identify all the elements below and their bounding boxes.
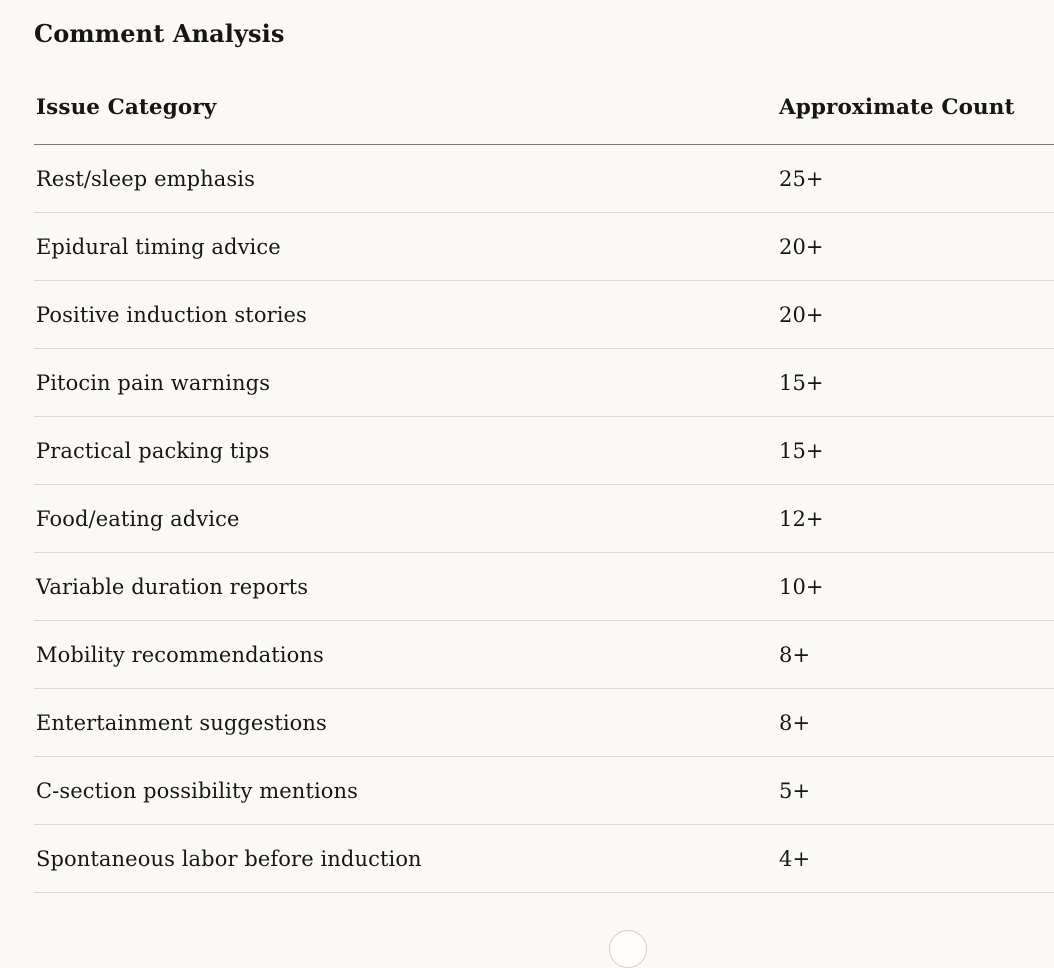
approximate-count-cell: 15+ — [777, 416, 1054, 485]
approximate-count-cell: 10+ — [777, 552, 1054, 621]
table-row: Mobility recommendations 8+ — [34, 620, 1054, 689]
table-row: Rest/sleep emphasis 25+ — [34, 144, 1054, 213]
issue-category-cell: Practical packing tips — [34, 416, 777, 485]
approximate-count-cell: 5+ — [777, 756, 1054, 825]
approximate-count-cell: 20+ — [777, 212, 1054, 281]
comment-analysis-table: Issue Category Approximate Count Rest/sl… — [34, 48, 1054, 893]
column-header-approximate-count: Approximate Count — [777, 48, 1054, 145]
table-row: Variable duration reports 10+ — [34, 552, 1054, 621]
issue-category-cell: Spontaneous labor before induction — [34, 824, 777, 893]
approximate-count-cell: 20+ — [777, 280, 1054, 349]
issue-category-cell: Variable duration reports — [34, 552, 777, 621]
table-row: Positive induction stories 20+ — [34, 280, 1054, 349]
table-header-row: Issue Category Approximate Count — [34, 48, 1054, 145]
approximate-count-cell: 15+ — [777, 348, 1054, 417]
issue-category-cell: Mobility recommendations — [34, 620, 777, 689]
approximate-count-cell: 8+ — [777, 688, 1054, 757]
table-row: Entertainment suggestions 8+ — [34, 688, 1054, 757]
issue-category-cell: Food/eating advice — [34, 484, 777, 553]
column-header-issue-category: Issue Category — [34, 48, 777, 145]
table-row: Epidural timing advice 20+ — [34, 212, 1054, 281]
approximate-count-cell: 25+ — [777, 144, 1054, 213]
approximate-count-cell: 8+ — [777, 620, 1054, 689]
scroll-to-bottom-button[interactable] — [609, 930, 647, 968]
approximate-count-cell: 4+ — [777, 824, 1054, 893]
issue-category-cell: Positive induction stories — [34, 280, 777, 349]
page-title: Comment Analysis — [34, 19, 285, 48]
table-row: Practical packing tips 15+ — [34, 416, 1054, 485]
issue-category-cell: Rest/sleep emphasis — [34, 144, 777, 213]
issue-category-cell: Pitocin pain warnings — [34, 348, 777, 417]
issue-category-cell: C-section possibility mentions — [34, 756, 777, 825]
table-row: C-section possibility mentions 5+ — [34, 756, 1054, 825]
table-body: Rest/sleep emphasis 25+ Epidural timing ad… — [34, 144, 1054, 893]
table-row: Spontaneous labor before induction 4+ — [34, 824, 1054, 893]
approximate-count-cell: 12+ — [777, 484, 1054, 553]
issue-category-cell: Entertainment suggestions — [34, 688, 777, 757]
issue-category-cell: Epidural timing advice — [34, 212, 777, 281]
table-row: Food/eating advice 12+ — [34, 484, 1054, 553]
table-row: Pitocin pain warnings 15+ — [34, 348, 1054, 417]
